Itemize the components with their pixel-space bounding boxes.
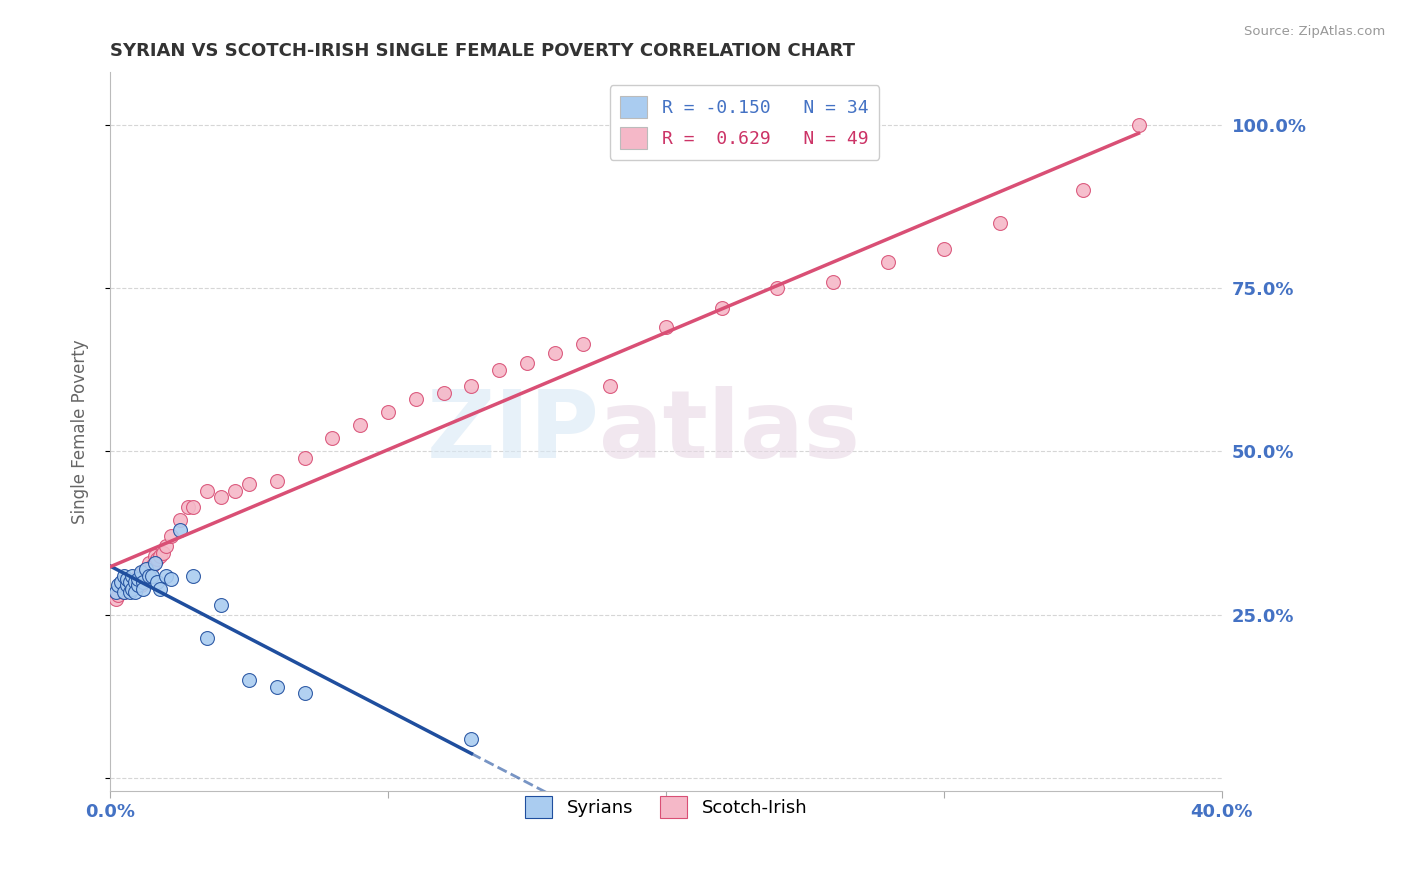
Point bbox=[118, 582, 141, 596]
Point bbox=[110, 575, 132, 590]
Point bbox=[266, 680, 288, 694]
Point bbox=[349, 418, 371, 433]
Point bbox=[143, 549, 166, 563]
Point bbox=[460, 379, 482, 393]
Point bbox=[405, 392, 427, 407]
Point bbox=[195, 483, 218, 498]
Point bbox=[238, 477, 260, 491]
Point bbox=[544, 346, 567, 360]
Text: SYRIAN VS SCOTCH-IRISH SINGLE FEMALE POVERTY CORRELATION CHART: SYRIAN VS SCOTCH-IRISH SINGLE FEMALE POV… bbox=[110, 42, 855, 60]
Point bbox=[932, 242, 955, 256]
Point bbox=[132, 566, 155, 580]
Point bbox=[104, 591, 127, 606]
Point bbox=[138, 568, 160, 582]
Text: Source: ZipAtlas.com: Source: ZipAtlas.com bbox=[1244, 25, 1385, 38]
Point bbox=[766, 281, 789, 295]
Point bbox=[1128, 118, 1150, 132]
Point bbox=[124, 575, 146, 590]
Point bbox=[149, 549, 172, 563]
Text: atlas: atlas bbox=[599, 386, 860, 478]
Point bbox=[195, 631, 218, 645]
Point bbox=[224, 483, 246, 498]
Point bbox=[152, 546, 174, 560]
Point bbox=[209, 490, 232, 504]
Point bbox=[143, 556, 166, 570]
Point bbox=[127, 578, 149, 592]
Point bbox=[821, 275, 844, 289]
Point bbox=[141, 568, 163, 582]
Point bbox=[146, 575, 169, 590]
Point bbox=[112, 585, 135, 599]
Point bbox=[107, 588, 129, 602]
Point bbox=[655, 320, 678, 334]
Point bbox=[149, 582, 172, 596]
Point bbox=[132, 575, 155, 590]
Point bbox=[209, 598, 232, 612]
Point bbox=[710, 301, 733, 315]
Legend: Syrians, Scotch-Irish: Syrians, Scotch-Irish bbox=[517, 789, 814, 825]
Point bbox=[169, 513, 191, 527]
Point bbox=[599, 379, 621, 393]
Point bbox=[135, 562, 157, 576]
Point bbox=[118, 585, 141, 599]
Point bbox=[127, 568, 149, 582]
Point bbox=[266, 474, 288, 488]
Point bbox=[460, 731, 482, 746]
Point bbox=[183, 500, 205, 514]
Point bbox=[112, 585, 135, 599]
Point bbox=[118, 575, 141, 590]
Point bbox=[115, 575, 138, 590]
Point bbox=[115, 572, 138, 586]
Point bbox=[183, 568, 205, 582]
Point bbox=[155, 539, 177, 553]
Point bbox=[121, 568, 143, 582]
Point bbox=[177, 500, 200, 514]
Point bbox=[121, 578, 143, 592]
Point bbox=[238, 673, 260, 688]
Point bbox=[516, 356, 538, 370]
Point bbox=[294, 450, 316, 465]
Point bbox=[433, 385, 456, 400]
Point bbox=[988, 216, 1011, 230]
Point bbox=[1071, 183, 1094, 197]
Point bbox=[321, 431, 343, 445]
Point bbox=[169, 523, 191, 537]
Point bbox=[110, 578, 132, 592]
Point bbox=[138, 556, 160, 570]
Point bbox=[488, 363, 510, 377]
Point bbox=[115, 578, 138, 592]
Point bbox=[124, 572, 146, 586]
Y-axis label: Single Female Poverty: Single Female Poverty bbox=[72, 340, 89, 524]
Point bbox=[294, 686, 316, 700]
Point bbox=[155, 568, 177, 582]
Point bbox=[124, 585, 146, 599]
Point bbox=[377, 405, 399, 419]
Point bbox=[132, 582, 155, 596]
Point bbox=[135, 562, 157, 576]
Point bbox=[877, 255, 900, 269]
Point bbox=[129, 566, 152, 580]
Point bbox=[141, 558, 163, 573]
Point bbox=[112, 568, 135, 582]
Text: ZIP: ZIP bbox=[426, 386, 599, 478]
Point bbox=[571, 336, 593, 351]
Point bbox=[121, 582, 143, 596]
Point bbox=[160, 572, 183, 586]
Point bbox=[107, 578, 129, 592]
Point bbox=[127, 572, 149, 586]
Point bbox=[129, 578, 152, 592]
Point bbox=[146, 552, 169, 566]
Point bbox=[160, 529, 183, 543]
Point bbox=[104, 585, 127, 599]
